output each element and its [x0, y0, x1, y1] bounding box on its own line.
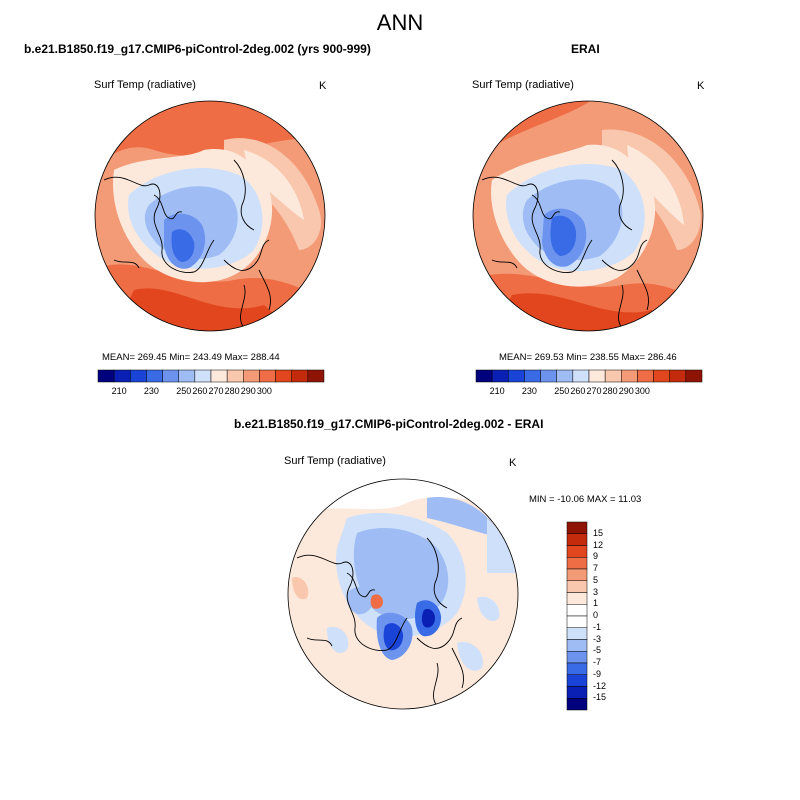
panel-obs-colorbar-box [621, 369, 638, 383]
panel-obs-colorbar-box [637, 369, 654, 383]
panel-obs-colorbar-box [524, 369, 541, 383]
panel-obs-colorbar-tick-label: 290 [618, 386, 634, 396]
panel-diff-colorbar-tick-label: 5 [593, 574, 599, 585]
panel-diff-colorbar-tick-label: 9 [593, 551, 599, 562]
panel-diff-colorbar-tick-label: -15 [593, 692, 607, 703]
panel-diff-colorbar-box [566, 592, 588, 605]
panel-diff-colorbar-box [566, 557, 588, 570]
panel-obs-colorbar-tick-label: 300 [634, 386, 650, 396]
panel-model-colorbar-tick-label: 290 [240, 386, 256, 396]
panel-obs-colorbar-box [604, 369, 622, 383]
panel-diff-title: b.e21.B1850.f19_g17.CMIP6-piControl-2deg… [234, 417, 544, 431]
panel-model-stats: MEAN= 269.45 Min= 243.49 Max= 288.44 [102, 352, 280, 363]
panel-model-colorbar-box [307, 369, 325, 383]
panel-obs-colorbar-box [540, 369, 557, 383]
panel-model-colorbar-box [275, 369, 292, 383]
panel-diff-colorbar [566, 521, 588, 711]
panel-model-map [94, 100, 326, 332]
panel-diff-colorbar-tick-label: 0 [593, 610, 599, 620]
panel-diff-colorbar-tick-label: 7 [593, 563, 599, 573]
panel-diff-colorbar-box [566, 604, 588, 617]
panel-model-colorbar-tick-label: 210 [111, 386, 127, 396]
panel-model-colorbar-tick-label: 230 [143, 386, 159, 396]
panel-model-colorbar-tick-label: 300 [256, 386, 272, 396]
panel-model-colorbar-box [291, 369, 309, 383]
panel-diff-colorbar-box [566, 651, 588, 664]
panel-model-colorbar-box [130, 369, 147, 383]
panel-model-colorbar-box [97, 369, 115, 383]
panel-diff-colorbar-box [566, 639, 588, 652]
panel-diff-stats: MIN = -10.06 MAX = 11.03 [529, 494, 642, 505]
panel-obs-map [472, 100, 704, 332]
panel-obs-variable: Surf Temp (radiative) [472, 79, 574, 91]
panel-model-colorbar-box [226, 369, 244, 383]
panel-diff-colorbar-tick-label: -12 [593, 680, 607, 691]
panel-model-colorbar-box [194, 369, 212, 383]
panel-obs-colorbar-tick-label: 280 [602, 386, 618, 396]
panel-model-colorbar-tick-label: 250 [176, 386, 192, 396]
panel-model-colorbar-box [146, 369, 163, 383]
panel-diff-colorbar-box [566, 686, 588, 699]
panel-obs-colorbar-box [491, 369, 509, 383]
panel-diff-colorbar-box [566, 627, 588, 640]
panel-obs-colorbar-box [669, 369, 687, 383]
panel-diff-colorbar-tick-label: -3 [593, 633, 602, 644]
panel-model-unit: K [319, 80, 327, 92]
panel-obs-colorbar-tick-label: 270 [586, 386, 602, 396]
panel-model-colorbar-tick-label: 260 [192, 386, 208, 396]
panel-model-colorbar-tick-label: 270 [208, 386, 224, 396]
panel-diff-colorbar-box [566, 674, 588, 687]
panel-obs-unit: K [697, 80, 705, 92]
panel-diff-colorbar-box [566, 662, 588, 675]
panel-diff-colorbar-tick-label: 15 [593, 527, 604, 538]
panel-obs-colorbar-box [685, 369, 703, 383]
panel-diff-colorbar-tick-label: -9 [593, 668, 602, 679]
panel-diff-unit: K [509, 457, 517, 469]
panel-obs-stats: MEAN= 269.53 Min= 238.55 Max= 286.46 [499, 352, 677, 363]
panel-obs-colorbar-box [556, 369, 574, 383]
panel-obs-colorbar-tick-label: 230 [521, 386, 537, 396]
panel-obs-colorbar-box [588, 369, 606, 383]
panel-model-colorbar-box [210, 369, 228, 383]
panel-diff-colorbar-tick-label: 12 [593, 539, 604, 550]
panel-diff-colorbar-tick-label: -1 [593, 621, 602, 632]
panel-model-colorbar-box [178, 369, 196, 383]
panel-diff-colorbar-box [566, 545, 588, 558]
panel-obs-colorbar [475, 369, 703, 383]
panel-diff-map [287, 478, 519, 710]
panel-model-variable: Surf Temp (radiative) [94, 79, 196, 91]
panel-diff-colorbar-tick-label: 3 [593, 586, 599, 597]
panel-obs-title: ERAI [571, 42, 600, 56]
panel-model-colorbar-box [113, 369, 131, 383]
panel-diff-colorbar-box [566, 521, 588, 534]
panel-obs-colorbar-tick-label: 250 [554, 386, 570, 396]
panel-diff-colorbar-tick-label: -5 [593, 645, 602, 656]
panel-model-colorbar-ticks: 210 230 250 260 270 280 290 300 [98, 386, 324, 398]
panel-obs-colorbar-tick-label: 210 [489, 386, 505, 396]
panel-model-colorbar-box [162, 369, 179, 383]
panel-model-title: b.e21.B1850.f19_g17.CMIP6-piControl-2deg… [24, 42, 371, 56]
panel-diff-colorbar-box [566, 698, 588, 711]
panel-obs-colorbar-box [475, 369, 493, 383]
panel-model-colorbar-box [259, 369, 276, 383]
panel-obs-colorbar-box [508, 369, 525, 383]
panel-diff-colorbar-box [566, 568, 588, 581]
panel-obs-colorbar-box [653, 369, 670, 383]
panel-diff-colorbar-box [566, 615, 588, 628]
panel-model-colorbar [97, 369, 325, 383]
panel-diff-colorbar-box [566, 580, 588, 593]
panel-model-colorbar-tick-label: 280 [224, 386, 240, 396]
panel-model-colorbar-box [243, 369, 260, 383]
panel-obs-colorbar-tick-label: 260 [570, 386, 586, 396]
panel-diff-colorbar-box [566, 533, 588, 546]
panel-obs-colorbar-ticks: 210 230 250 260 270 280 290 300 [476, 386, 702, 398]
figure-title: ANN [376, 10, 424, 35]
panel-diff-colorbar-tick-label: 1 [593, 598, 599, 609]
panel-diff-variable: Surf Temp (radiative) [284, 455, 386, 467]
panel-diff-colorbar-ticks: 15 12 9 7 5 3 1 0 -1 -3 -5 -7 -9 -12 -15 [593, 522, 623, 710]
panel-diff-colorbar-tick-label: -7 [593, 657, 602, 667]
panel-obs-colorbar-box [572, 369, 590, 383]
